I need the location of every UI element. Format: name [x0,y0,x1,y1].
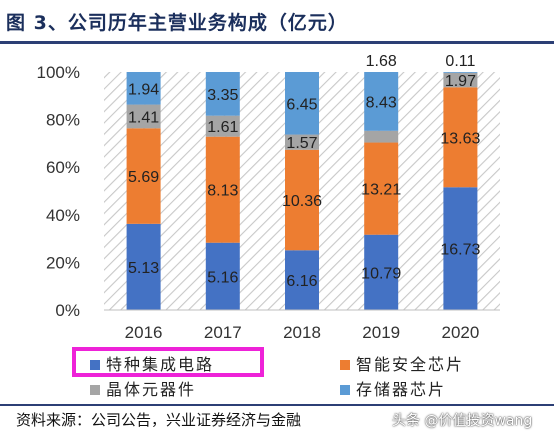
footer-divider [0,404,554,406]
x-tick-label: 2017 [204,323,242,342]
bar-segment [364,234,399,310]
bar-segment [205,72,240,116]
y-tick-label: 80% [46,111,80,130]
legend-label: 晶体元器件 [106,380,196,399]
bar-segment [285,149,319,251]
legend-highlight-box [72,347,264,377]
legend-swatch [90,360,100,370]
bar-segment [205,242,240,310]
title-divider [0,41,554,44]
legend-swatch [90,385,100,395]
data-label: 8.43 [366,94,397,111]
bar-segment [285,250,319,310]
stacked-bar-chart: 0% 20% 40% 60% 80% 100% 5.13 5.69 1.41 1.94 5.16 8… [37,53,500,399]
data-label: 8.13 [207,183,238,200]
y-tick-label: 0% [55,301,80,320]
y-tick-label: 100% [37,63,80,82]
data-label: 13.63 [440,130,480,147]
source-note: 资料来源：公司公告，兴业证券经济与金融 [16,411,302,429]
bar-segment [285,134,319,150]
legend-label: 存储器芯片 [356,380,446,399]
watermark: 头条 @价值投资wang [392,413,533,429]
data-label: 1.94 [128,81,159,98]
data-label: 1.41 [128,109,159,126]
legend-swatch [340,385,350,395]
bar-segment [285,72,319,135]
data-label: 3.35 [207,87,238,104]
bar-segment [443,187,478,310]
x-tick-label: 2020 [441,323,479,342]
legend-label: 特种集成电路 [106,355,214,374]
bar-segment [126,128,161,224]
legend-label: 智能安全芯片 [356,355,464,374]
data-label: 13.21 [361,182,401,199]
chart-title: 图 3、公司历年主营业务构成（亿元） [6,12,348,34]
y-tick-label: 20% [46,253,80,272]
bar-segment [443,87,478,188]
legend-swatch [340,360,350,370]
x-tick-label: 2016 [125,323,163,342]
data-label: 0.11 [445,53,475,70]
bar-segment [205,115,240,137]
bar-segment [205,136,240,243]
data-label: 1.97 [445,73,476,90]
bar-segment [443,72,478,73]
data-label: 6.16 [286,273,317,290]
data-label: 5.16 [207,269,238,286]
bar-segment [126,223,161,310]
y-tick-label: 60% [46,158,80,177]
data-label: 10.36 [282,193,322,210]
bar-segment [364,130,399,143]
data-label: 16.73 [440,242,480,259]
data-label: 10.79 [361,265,401,282]
y-tick-label: 40% [46,206,80,225]
bar-segment [364,142,399,235]
data-label: 1.68 [366,53,397,70]
x-tick-label: 2019 [362,323,400,342]
bar-segment [443,72,478,88]
data-label: 6.45 [286,96,317,113]
bar-segment [126,104,161,129]
data-label: 5.13 [128,260,159,277]
data-label: 1.57 [286,135,317,152]
data-label: 5.69 [128,169,159,186]
bar-segment [364,72,399,131]
x-tick-label: 2018 [283,323,321,342]
data-label: 1.61 [207,119,238,136]
bar-segment [126,72,161,105]
